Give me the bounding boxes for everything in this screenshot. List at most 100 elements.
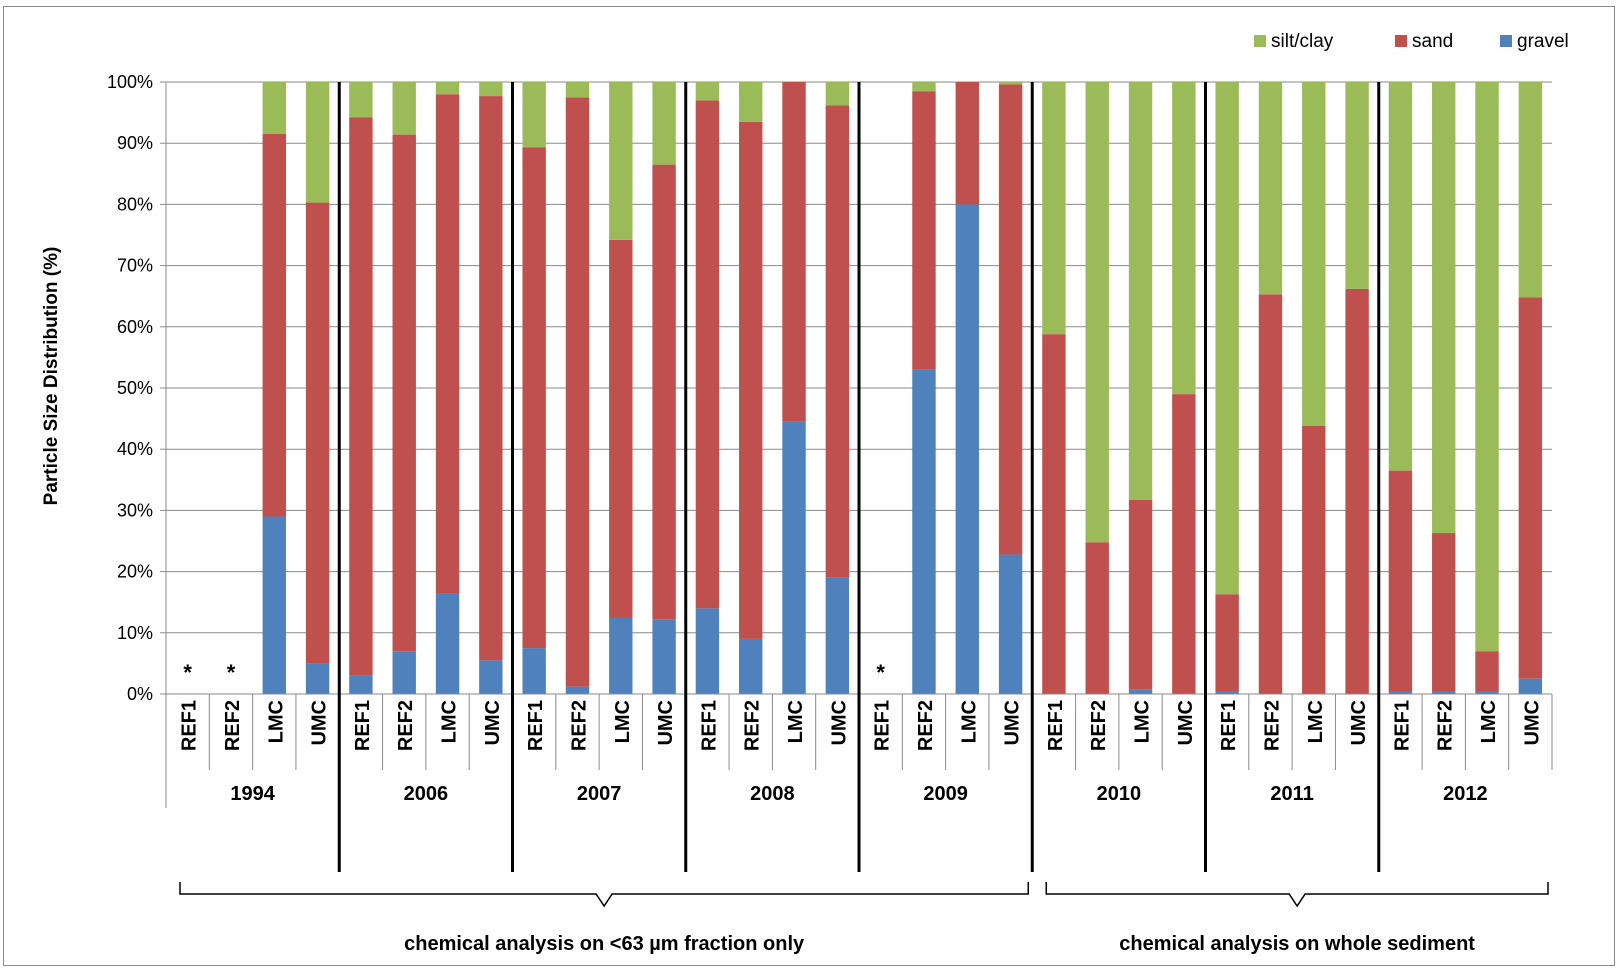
x-site-label: REF2: [742, 700, 764, 751]
x-group-label: 2009: [923, 783, 968, 805]
bar-segment-sand: [1085, 542, 1109, 694]
bar-segment-siltclay: [565, 82, 590, 98]
x-site-label: LMC: [785, 700, 807, 743]
bar-segment-siltclay: [652, 82, 676, 165]
x-group-label: 1994: [230, 783, 275, 805]
bar-segment-siltclay: [695, 82, 720, 101]
y-axis-label: Particle Size Distribution (%): [41, 247, 62, 506]
x-site-label: LMC: [265, 700, 287, 743]
x-site-label: REF2: [1261, 700, 1283, 751]
x-site-label: UMC: [1348, 700, 1370, 746]
bar-segment-gravel: [998, 554, 1023, 694]
x-site-label: UMC: [482, 700, 504, 746]
bar-segment-gravel: [912, 369, 936, 694]
y-tick-label: 0%: [127, 684, 153, 704]
y-tick-label: 100%: [107, 72, 153, 92]
bar-segment-gravel: [435, 593, 460, 694]
bar-segment-gravel: [565, 686, 590, 694]
legend-label: silt/clay: [1271, 31, 1334, 52]
bar-segment-sand: [955, 82, 979, 205]
legend-swatch: [1395, 35, 1407, 47]
bracket-label: chemical analysis on <63 µm fraction onl…: [404, 933, 805, 955]
x-site-label: REF1: [1391, 700, 1413, 751]
chart-frame: [3, 6, 1615, 966]
x-site-label: UMC: [1175, 700, 1197, 746]
analysis-brackets: chemical analysis on <63 µm fraction onl…: [179, 882, 1549, 955]
legend-label: gravel: [1517, 31, 1569, 52]
bar-segment-gravel: [1128, 689, 1153, 694]
bar-segment-sand: [609, 239, 633, 618]
bar-segment-sand: [1432, 533, 1456, 692]
bar-segment-sand: [1388, 470, 1413, 692]
bar-segment-sand: [998, 84, 1023, 555]
bar-segment-sand: [305, 202, 330, 664]
bar-segment-gravel: [262, 516, 286, 694]
y-tick-label: 20%: [117, 562, 153, 582]
bar-segment-sand: [1172, 394, 1196, 694]
bar-segment-siltclay: [1345, 82, 1369, 289]
x-group-label: 2011: [1270, 783, 1313, 805]
x-group-label: 2006: [404, 783, 449, 805]
bar-segment-siltclay: [1432, 82, 1456, 534]
bar-segment-siltclay: [1042, 82, 1066, 335]
y-tick-label: 10%: [117, 623, 153, 643]
bar-segment-sand: [479, 96, 503, 661]
x-site-label: UMC: [655, 700, 677, 746]
bar-segment-siltclay: [825, 82, 850, 106]
bar-segment-sand: [1475, 651, 1499, 692]
bar-segment-sand: [1258, 294, 1283, 694]
bars: [262, 82, 1543, 694]
bar-segment-gravel: [1388, 691, 1413, 694]
x-site-label: REF1: [872, 700, 894, 751]
x-site-label: LMC: [439, 700, 461, 743]
x-site-label: UMC: [1002, 700, 1024, 746]
x-site-label: UMC: [828, 700, 850, 746]
missing-data-marker: *: [183, 660, 192, 685]
legend-swatch: [1254, 35, 1266, 47]
bar-segment-sand: [392, 134, 416, 652]
bar-segment-gravel: [695, 608, 720, 694]
y-tick-labels: 0% 10% 20% 30% 40% 50% 60% 70% 80% 90% 100%: [107, 72, 153, 704]
x-group-label: 2008: [750, 783, 795, 805]
bar-segment-gravel: [652, 619, 676, 694]
bar-segment-gravel: [1432, 691, 1456, 694]
bar-segment-sand: [652, 164, 676, 620]
x-group-label: 2007: [577, 783, 622, 805]
bar-segment-siltclay: [1258, 82, 1283, 295]
bar-segment-gravel: [522, 648, 546, 694]
bar-segment-sand: [739, 121, 763, 639]
bar-segment-gravel: [782, 421, 806, 694]
bar-segment-gravel: [955, 204, 979, 694]
x-site-label: REF1: [1045, 700, 1067, 751]
x-site-label: REF2: [222, 700, 244, 751]
missing-data-marker: *: [876, 660, 885, 685]
x-site-label: LMC: [1305, 700, 1327, 743]
y-tick-label: 50%: [117, 378, 153, 398]
x-site-label: UMC: [1521, 700, 1543, 746]
bar-segment-siltclay: [305, 82, 330, 203]
x-site-label: REF2: [395, 700, 417, 751]
bar-segment-sand: [349, 117, 373, 676]
x-site-label: UMC: [309, 700, 331, 746]
bar-segment-siltclay: [479, 82, 503, 97]
x-site-label: LMC: [958, 700, 980, 743]
y-tick-label: 30%: [117, 500, 153, 520]
bar-segment-gravel: [825, 577, 850, 694]
bar-segment-siltclay: [392, 82, 416, 135]
bar-segment-sand: [565, 97, 590, 687]
bar-segment-sand: [912, 91, 936, 370]
bar-segment-sand: [1518, 297, 1543, 679]
bar-segment-siltclay: [1128, 82, 1153, 500]
y-tick-label: 80%: [117, 194, 153, 214]
bar-segment-siltclay: [1085, 82, 1109, 543]
bar-segment-sand: [435, 94, 460, 594]
bar-segment-siltclay: [435, 82, 460, 95]
bar-segment-gravel: [739, 638, 763, 694]
bar-segment-siltclay: [998, 82, 1023, 85]
y-tick-label: 70%: [117, 256, 153, 276]
x-site-label: REF2: [568, 700, 590, 751]
group-separators: [337, 82, 1381, 872]
bar-segment-gravel: [479, 660, 503, 694]
bar-segment-sand: [1302, 425, 1326, 694]
